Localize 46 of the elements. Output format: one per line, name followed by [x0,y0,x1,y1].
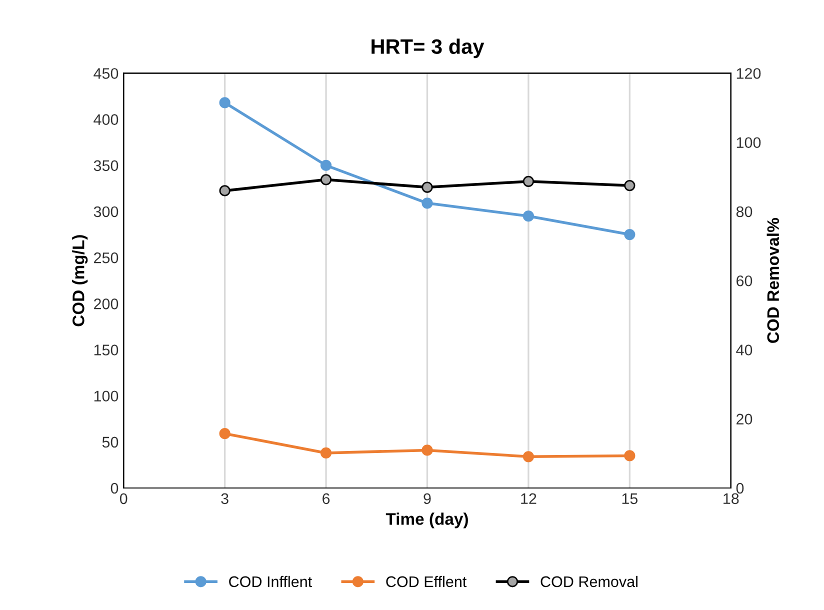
point [422,198,433,209]
x-tick-label: 15 [622,493,638,504]
chart-title: HRT= 3 day [372,38,484,58]
x-axis-title: Time (day) [386,512,468,528]
x-tick-label: 3 [221,493,228,504]
point [422,444,433,456]
y-tick-label: 250 [94,252,118,264]
y-tick-label: 300 [94,206,118,218]
point [320,160,332,171]
point [522,210,534,222]
point [522,451,534,462]
x-tick-label: 0 [120,493,128,504]
y2-axis-title: COD Removal% [766,218,780,343]
x-tick-label: 6 [322,493,330,504]
y2-tick-label: 60 [736,275,752,286]
y2-tick-label: 0 [736,482,744,494]
y2-tick-label: 40 [736,344,752,356]
x-tick-label: 9 [424,493,431,504]
x-tick-label: 12 [521,493,536,504]
x-tick-label: 18 [724,493,739,504]
legend-label: COD Removal [540,576,638,588]
legend-label: COD Infflent [229,576,312,588]
y-tick-label: 150 [94,344,118,356]
y-tick-label: 0 [110,482,118,494]
y-tick-label: 100 [94,390,118,402]
point [624,180,636,192]
y-tick-label: 350 [94,160,118,172]
y-tick-label: 50 [102,436,118,448]
legend-label: COD Efflent [386,576,467,588]
point [624,228,636,240]
point [219,185,230,196]
point [522,176,534,187]
y2-tick-label: 80 [736,206,752,218]
y2-tick-label: 20 [736,414,752,425]
y-axis-title: COD (mg/L) [72,235,88,326]
point [320,447,332,459]
point [422,182,433,193]
point [219,97,230,108]
y2-tick-label: 120 [736,68,761,79]
point [320,174,332,186]
y2-tick-label: 100 [736,137,761,148]
y-tick-label: 400 [94,114,118,125]
y-tick-label: 200 [94,298,118,310]
point [624,450,636,462]
y-tick-label: 450 [94,68,118,79]
point [219,428,230,440]
